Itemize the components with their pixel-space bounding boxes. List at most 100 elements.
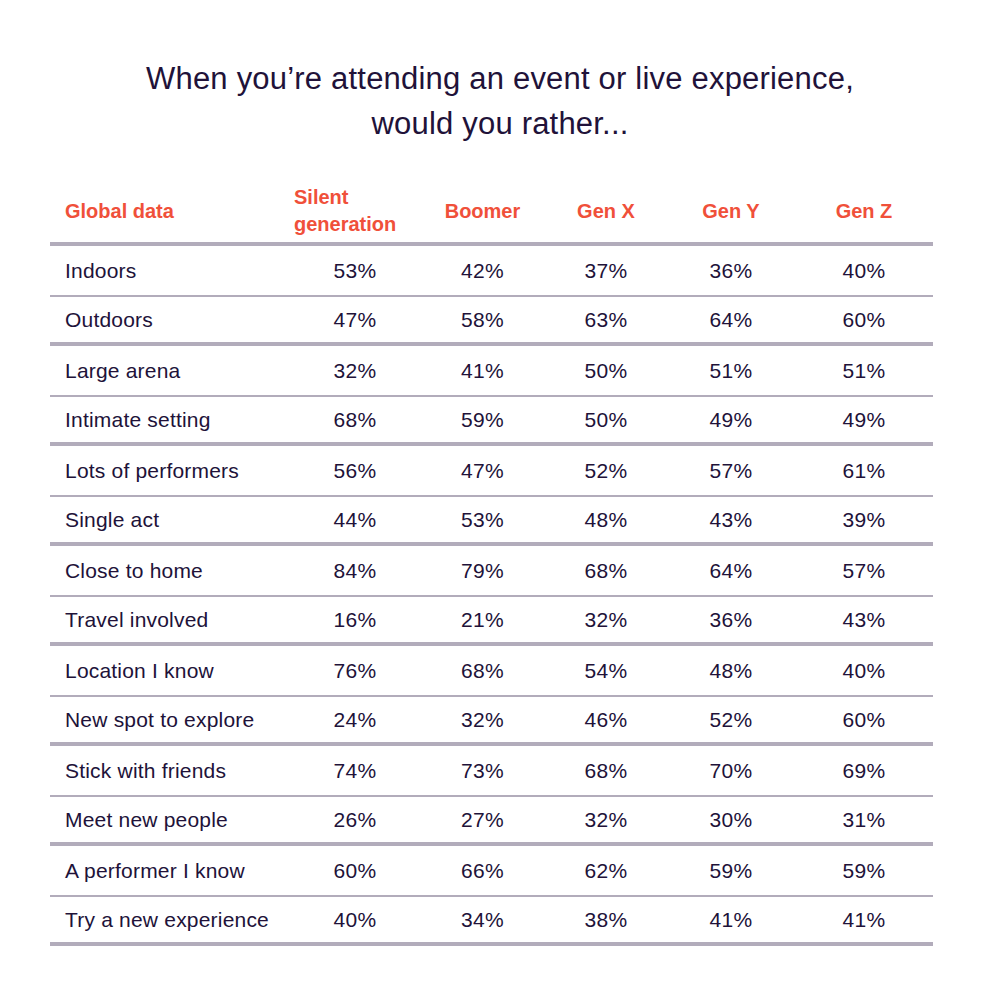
row-value: 27% bbox=[420, 808, 545, 832]
row-value: 59% bbox=[420, 408, 545, 432]
row-value: 32% bbox=[290, 359, 420, 383]
row-value: 36% bbox=[667, 608, 795, 632]
row-label: Meet new people bbox=[50, 808, 290, 832]
table-row: Large arena32%41%50%51%51% bbox=[50, 346, 933, 395]
row-value: 60% bbox=[290, 859, 420, 883]
row-value: 48% bbox=[545, 508, 667, 532]
row-value: 30% bbox=[667, 808, 795, 832]
row-value: 56% bbox=[290, 459, 420, 483]
row-label: Try a new experience bbox=[50, 908, 290, 932]
row-value: 51% bbox=[667, 359, 795, 383]
row-value: 69% bbox=[795, 759, 933, 783]
row-value: 57% bbox=[667, 459, 795, 483]
table-row: Stick with friends74%73%68%70%69% bbox=[50, 746, 933, 795]
row-value: 24% bbox=[290, 708, 420, 732]
row-value: 73% bbox=[420, 759, 545, 783]
row-value: 43% bbox=[667, 508, 795, 532]
row-value: 39% bbox=[795, 508, 933, 532]
row-label: Stick with friends bbox=[50, 759, 290, 783]
row-value: 26% bbox=[290, 808, 420, 832]
row-value: 53% bbox=[420, 508, 545, 532]
table-row: New spot to explore24%32%46%52%60% bbox=[50, 697, 933, 742]
row-pair: Stick with friends74%73%68%70%69%Meet ne… bbox=[50, 742, 933, 842]
page-title: When you’re attending an event or live e… bbox=[0, 56, 1000, 146]
row-value: 42% bbox=[420, 259, 545, 283]
header-silent-generation: Silent generation bbox=[290, 184, 420, 238]
header-boomer-label: Boomer bbox=[445, 198, 521, 225]
row-label: Indoors bbox=[50, 259, 290, 283]
row-value: 32% bbox=[545, 808, 667, 832]
table-row: Meet new people26%27%32%30%31% bbox=[50, 797, 933, 842]
row-value: 64% bbox=[667, 308, 795, 332]
row-value: 48% bbox=[667, 659, 795, 683]
row-value: 40% bbox=[290, 908, 420, 932]
row-value: 44% bbox=[290, 508, 420, 532]
table-row: Travel involved16%21%32%36%43% bbox=[50, 597, 933, 642]
row-label: Outdoors bbox=[50, 308, 290, 332]
row-label: Large arena bbox=[50, 359, 290, 383]
infographic-page: When you’re attending an event or live e… bbox=[0, 0, 1000, 1006]
row-value: 61% bbox=[795, 459, 933, 483]
row-pair: A performer I know60%66%62%59%59%Try a n… bbox=[50, 842, 933, 946]
row-value: 53% bbox=[290, 259, 420, 283]
table-row: A performer I know60%66%62%59%59% bbox=[50, 846, 933, 895]
table-row: Try a new experience40%34%38%41%41% bbox=[50, 897, 933, 942]
row-value: 41% bbox=[667, 908, 795, 932]
row-value: 68% bbox=[420, 659, 545, 683]
row-value: 40% bbox=[795, 259, 933, 283]
row-label: New spot to explore bbox=[50, 708, 290, 732]
row-pair: Location I know76%68%54%48%40%New spot t… bbox=[50, 642, 933, 742]
header-gen-x: Gen X bbox=[545, 198, 667, 225]
row-value: 41% bbox=[795, 908, 933, 932]
table-body: Indoors53%42%37%36%40%Outdoors47%58%63%6… bbox=[50, 242, 933, 946]
row-label: Lots of performers bbox=[50, 459, 290, 483]
header-gen-y: Gen Y bbox=[667, 198, 795, 225]
row-value: 59% bbox=[795, 859, 933, 883]
row-value: 38% bbox=[545, 908, 667, 932]
row-value: 34% bbox=[420, 908, 545, 932]
row-label: Intimate setting bbox=[50, 408, 290, 432]
row-value: 59% bbox=[667, 859, 795, 883]
row-value: 58% bbox=[420, 308, 545, 332]
row-value: 41% bbox=[420, 359, 545, 383]
row-value: 50% bbox=[545, 408, 667, 432]
row-value: 21% bbox=[420, 608, 545, 632]
header-gen-y-label: Gen Y bbox=[702, 198, 759, 225]
row-value: 32% bbox=[420, 708, 545, 732]
row-value: 32% bbox=[545, 608, 667, 632]
row-value: 74% bbox=[290, 759, 420, 783]
header-boomer: Boomer bbox=[420, 198, 545, 225]
row-value: 68% bbox=[545, 759, 667, 783]
row-label: Single act bbox=[50, 508, 290, 532]
row-value: 68% bbox=[545, 559, 667, 583]
row-value: 70% bbox=[667, 759, 795, 783]
row-value: 47% bbox=[420, 459, 545, 483]
header-gen-z-label: Gen Z bbox=[836, 198, 893, 225]
row-value: 64% bbox=[667, 559, 795, 583]
row-value: 40% bbox=[795, 659, 933, 683]
row-value: 16% bbox=[290, 608, 420, 632]
row-value: 47% bbox=[290, 308, 420, 332]
row-value: 79% bbox=[420, 559, 545, 583]
row-label: Close to home bbox=[50, 559, 290, 583]
row-value: 84% bbox=[290, 559, 420, 583]
row-value: 62% bbox=[545, 859, 667, 883]
row-value: 46% bbox=[545, 708, 667, 732]
header-global-data: Global data bbox=[50, 198, 290, 225]
row-value: 68% bbox=[290, 408, 420, 432]
row-value: 52% bbox=[667, 708, 795, 732]
table-header: Global data Silent generation Boomer Gen… bbox=[50, 180, 933, 242]
row-value: 76% bbox=[290, 659, 420, 683]
table-row: Single act44%53%48%43%39% bbox=[50, 497, 933, 542]
table-row: Outdoors47%58%63%64%60% bbox=[50, 297, 933, 342]
header-silent-generation-label: Silent generation bbox=[294, 184, 416, 238]
row-label: Location I know bbox=[50, 659, 290, 683]
row-value: 52% bbox=[545, 459, 667, 483]
row-value: 36% bbox=[667, 259, 795, 283]
row-label: Travel involved bbox=[50, 608, 290, 632]
row-value: 66% bbox=[420, 859, 545, 883]
row-value: 49% bbox=[667, 408, 795, 432]
header-gen-x-label: Gen X bbox=[577, 198, 635, 225]
table-row: Indoors53%42%37%36%40% bbox=[50, 246, 933, 295]
row-value: 43% bbox=[795, 608, 933, 632]
